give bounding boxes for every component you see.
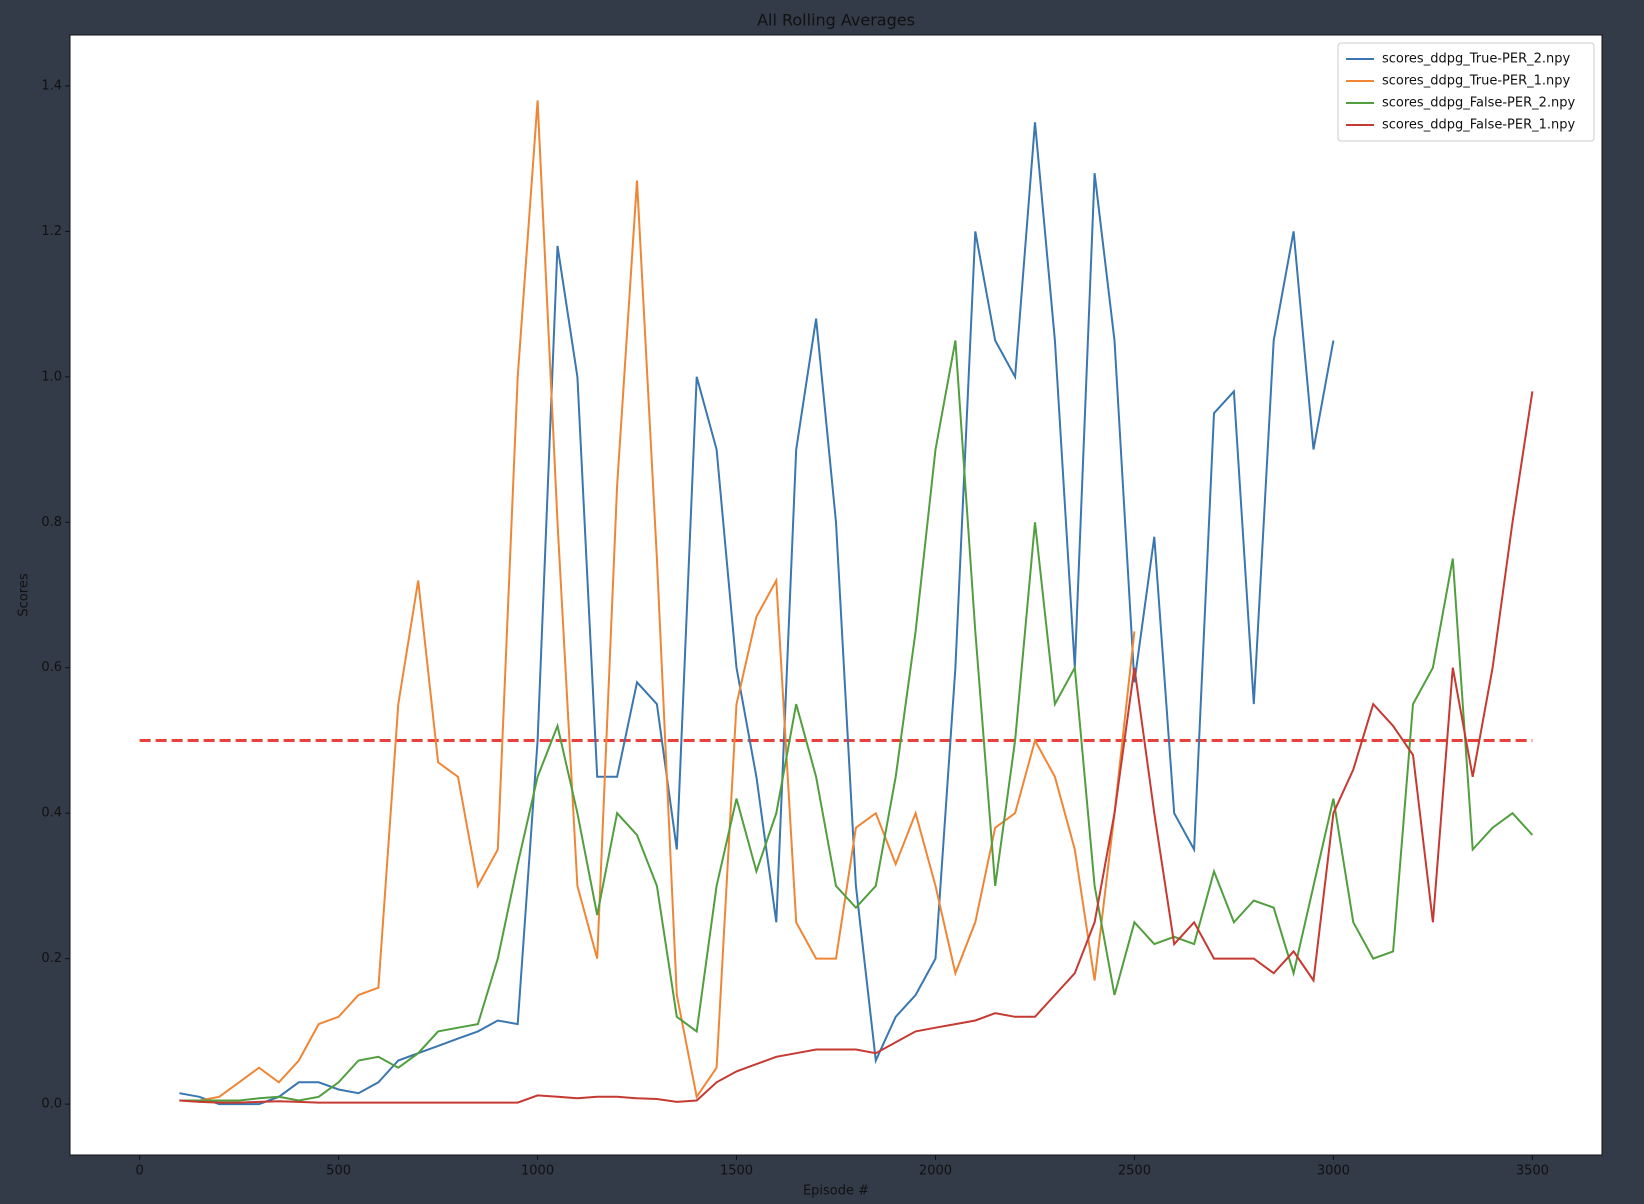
x-tick-label: 1500 [720,1164,753,1179]
y-tick-label: 1.2 [41,224,62,239]
x-tick-label: 2500 [1118,1164,1151,1179]
y-tick-label: 0.8 [41,515,62,530]
y-tick-label: 0.4 [41,806,62,821]
series-line [179,391,1534,1104]
y-tick-label: 1.0 [41,369,62,384]
legend-label: scores_ddpg_False-PER_2.npy [1382,96,1576,111]
series-line [179,100,1136,1102]
y-tick-label: 1.4 [41,78,62,93]
plot-frame [69,34,1603,1156]
x-axis-label: Episode # [803,1184,869,1199]
y-tick-label: 0.6 [41,660,62,675]
legend-label: scores_ddpg_False-PER_1.npy [1382,118,1576,133]
x-tick-label: 0 [135,1164,143,1179]
chart-title: All Rolling Averages [757,11,915,30]
legend-label: scores_ddpg_True-PER_1.npy [1382,74,1570,89]
x-tick-label: 500 [326,1164,351,1179]
legend-label: scores_ddpg_True-PER_2.npy [1382,52,1570,67]
x-tick-label: 1000 [521,1164,554,1179]
x-tick-label: 3000 [1317,1164,1350,1179]
legend-box [1337,42,1595,142]
y-tick-label: 0.0 [41,1097,62,1112]
y-tick-label: 0.2 [41,951,62,966]
legend: scores_ddpg_True-PER_2.npy scores_ddpg_Tr… [1337,42,1595,142]
x-tick-label: 3500 [1516,1164,1549,1179]
y-axis-label: Scores [17,573,32,616]
series-line [179,122,1335,1106]
x-tick-label: 2000 [919,1164,952,1179]
series-line [179,340,1534,1102]
plot-area [70,35,1602,1155]
